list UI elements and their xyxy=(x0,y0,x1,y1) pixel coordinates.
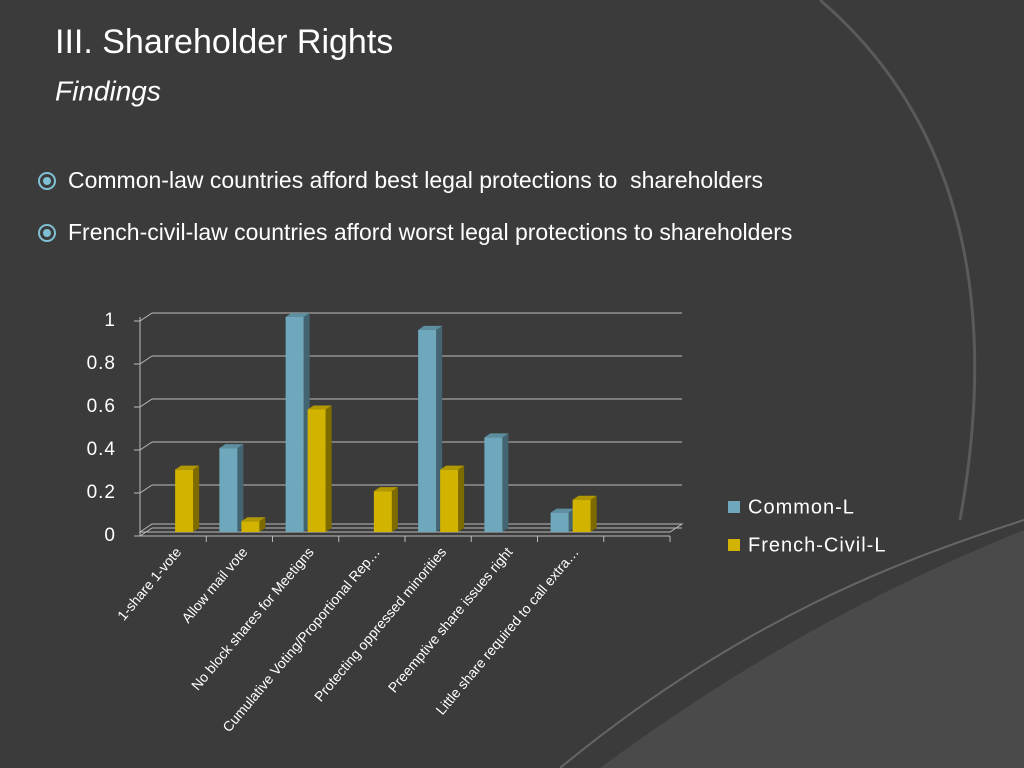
bar-side xyxy=(502,433,509,532)
bar-side xyxy=(325,405,332,532)
bar xyxy=(550,512,569,532)
slide-subtitle: Findings xyxy=(55,75,161,106)
bar-top xyxy=(484,433,509,438)
legend-label: Common-L xyxy=(748,496,855,518)
bar-top xyxy=(175,465,200,470)
legend-label: French-Civil-L xyxy=(748,534,886,556)
bar-side xyxy=(193,465,200,532)
bar-side xyxy=(237,444,244,532)
bar-side xyxy=(259,517,266,532)
bar-top xyxy=(418,325,443,330)
decor-shape xyxy=(600,530,1024,768)
bullet-icon xyxy=(38,224,56,242)
y-tick-label: 0.8 xyxy=(87,353,116,374)
bar xyxy=(285,317,304,532)
bar-top xyxy=(440,465,465,470)
bullet-icon xyxy=(38,172,56,190)
bar xyxy=(241,521,260,532)
grid-line xyxy=(139,527,153,537)
bar-top xyxy=(219,444,244,449)
bar xyxy=(440,469,459,532)
bar xyxy=(175,469,194,532)
bar xyxy=(307,409,326,532)
bar xyxy=(418,329,437,532)
grid-line xyxy=(139,355,153,365)
bar-side xyxy=(590,495,597,532)
y-tick-label: 0.6 xyxy=(87,396,116,417)
bar-top xyxy=(572,495,597,500)
legend-swatch xyxy=(728,539,740,551)
slide-title: III. Shareholder Rights xyxy=(55,23,393,61)
decor-curve xyxy=(559,519,1024,768)
grid-line xyxy=(139,398,153,408)
grid-line xyxy=(139,441,153,451)
bar-top xyxy=(373,487,398,492)
decor-curve xyxy=(819,0,977,521)
legend-swatch xyxy=(728,501,740,513)
bar xyxy=(484,437,503,532)
bar xyxy=(373,491,392,532)
y-tick-label: 0.4 xyxy=(87,439,116,460)
bar-top xyxy=(307,405,332,410)
grid-line xyxy=(139,312,153,322)
bar-top xyxy=(550,508,575,513)
bar xyxy=(219,448,238,532)
y-tick-label: 0.2 xyxy=(87,482,116,503)
y-tick-label: 1 xyxy=(104,310,116,331)
bar-top xyxy=(241,517,266,522)
bar-side xyxy=(391,487,398,532)
grid-line xyxy=(139,484,153,494)
bar-side xyxy=(458,465,465,532)
bullet-text: Common-law countries afford best legal p… xyxy=(68,167,763,193)
bar-top xyxy=(285,313,310,317)
bar xyxy=(572,499,591,532)
y-tick-label: 0 xyxy=(104,525,116,546)
bullet-text: French-civil-law countries afford worst … xyxy=(68,219,792,245)
